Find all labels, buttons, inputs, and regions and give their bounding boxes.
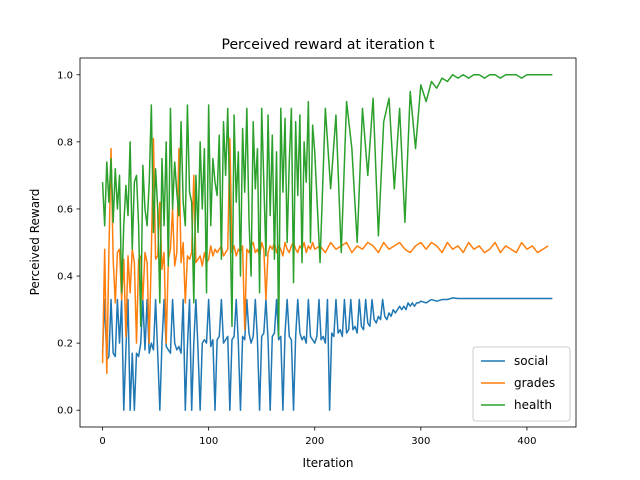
series-line-social	[101, 297, 553, 411]
plot-area	[101, 74, 553, 411]
axes-frame	[79, 57, 577, 428]
x-tick-label: 0	[99, 436, 105, 447]
y-tick-label: 0.4	[57, 272, 73, 283]
y-tick-label: 0.0	[57, 406, 73, 417]
x-tick-label: 400	[517, 436, 536, 447]
series-line-grades	[101, 137, 549, 375]
x-tick-label: 100	[199, 436, 218, 447]
y-axis-ticks: 0.0 0.2 0.4 0.6 0.8 1.0	[57, 70, 80, 417]
y-tick-label: 0.8	[57, 137, 73, 148]
x-axis-label: Iteration	[303, 456, 354, 470]
x-axis-ticks: 0 100 200 300 400	[99, 427, 536, 447]
legend-box	[472, 346, 571, 422]
y-tick-label: 0.2	[57, 339, 73, 350]
legend-label-grades: grades	[514, 376, 555, 390]
y-axis-label: Perceived Reward	[28, 189, 42, 296]
chart-title: Perceived reward at iteration t	[222, 37, 435, 53]
legend-label-social: social	[514, 354, 548, 368]
legend: social grades health	[472, 346, 571, 422]
x-tick-label: 300	[411, 436, 430, 447]
series-line-health	[101, 74, 553, 338]
y-tick-label: 0.6	[57, 204, 73, 215]
legend-label-health: health	[514, 398, 552, 412]
y-tick-label: 1.0	[57, 70, 73, 81]
x-tick-label: 200	[305, 436, 324, 447]
